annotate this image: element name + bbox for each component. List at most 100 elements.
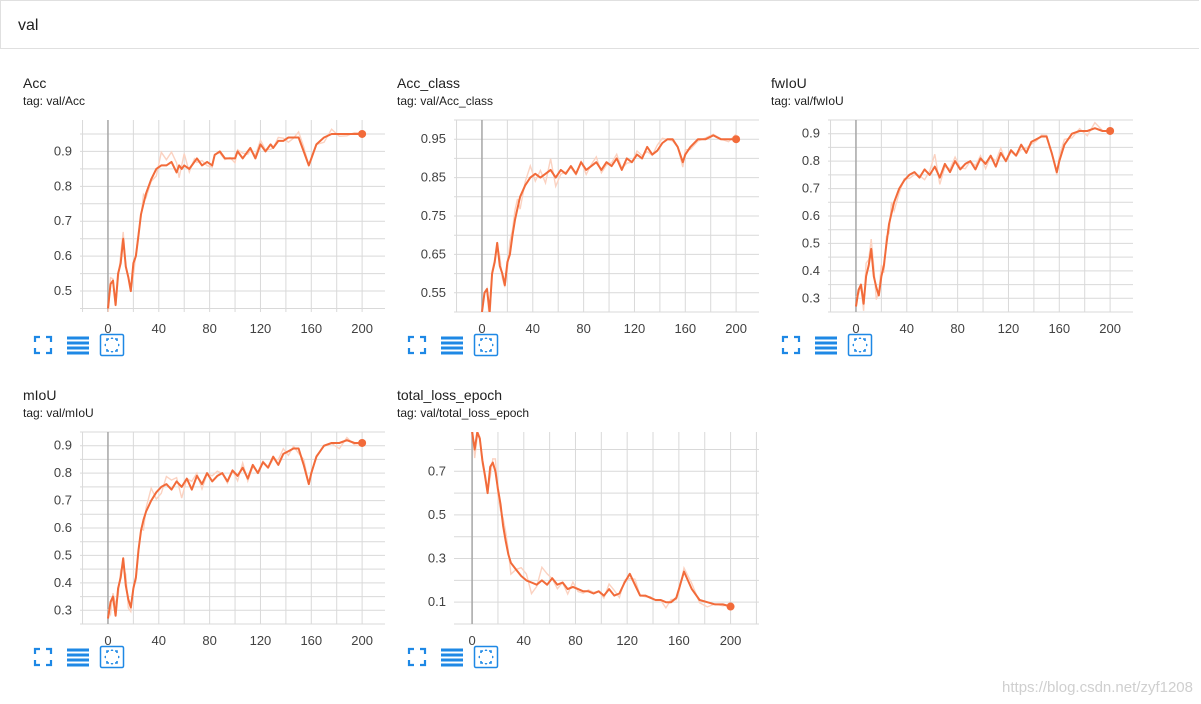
grid: [454, 432, 759, 625]
x-tick-label: 120: [998, 321, 1020, 336]
data-table-icon: [815, 336, 837, 355]
x-tick-label: 80: [576, 321, 590, 336]
fullscreen-button[interactable]: [31, 645, 57, 671]
y-tick-label: 0.4: [54, 575, 72, 590]
chart-card-miou: mIoU tag: val/mIoU 0.3 0.4 0.5 0.6 0.7 0.8 0.9…: [23, 387, 393, 687]
x-tick-label: 0: [468, 633, 475, 648]
chart-card-acc-class: Acc_class tag: val/Acc_class 0.55 0.65 0.7…: [397, 75, 767, 375]
fit-domain-button[interactable]: [99, 333, 125, 359]
x-tick-label: 120: [250, 633, 272, 648]
data-table-icon: [441, 336, 463, 355]
x-tick-label: 160: [668, 633, 690, 648]
section-header: val: [0, 0, 1199, 49]
series-line-raw: [472, 432, 731, 610]
card-tag: tag: val/Acc_class: [397, 94, 494, 108]
section-title: val: [18, 17, 39, 34]
x-tick-label: 120: [624, 321, 646, 336]
x-tick-label: 0: [104, 321, 111, 336]
fit-domain-button[interactable]: [99, 645, 125, 671]
y-tick-label: 0.85: [421, 170, 446, 185]
series-end-point[interactable]: [732, 135, 741, 144]
card-tag: tag: val/total_loss_epoch: [397, 406, 530, 420]
fullscreen-icon: [407, 335, 427, 355]
y-tick-label: 0.6: [54, 248, 72, 263]
y-tick-label: 0.95: [421, 131, 446, 146]
y-tick-label: 0.5: [54, 283, 72, 298]
x-tick-label: 160: [300, 321, 322, 336]
y-tick-label: 0.7: [802, 181, 820, 196]
y-tick-label: 0.6: [54, 520, 72, 535]
fullscreen-button[interactable]: [405, 645, 431, 671]
chart-card-fwiou: fwIoU tag: val/fwIoU 0.3 0.4 0.5 0.6 0.7 0.8 0…: [771, 75, 1141, 375]
y-tick-label: 0.8: [54, 178, 72, 193]
y-tick-label: 0.9: [802, 126, 820, 141]
x-tick-label: 120: [616, 633, 638, 648]
series-line: [107, 439, 363, 619]
chart-plot[interactable]: 0.55 0.65 0.75 0.85 0.95 0 40 80 120 160 200: [397, 105, 767, 345]
y-tick-label: 0.1: [428, 594, 446, 609]
x-tick-label: 200: [351, 633, 373, 648]
chart-card-acc: Acc tag: val/Acc 0.5 0.6 0.7 0.8 0.9 0 40 80 120…: [23, 75, 393, 375]
fullscreen-button[interactable]: [31, 333, 57, 359]
x-tick-label: 40: [900, 321, 914, 336]
data-table-button[interactable]: [439, 333, 465, 359]
chart-plot[interactable]: 0.3 0.4 0.5 0.6 0.7 0.8 0.9 0 40 80 120 160 200: [771, 105, 1141, 345]
fullscreen-icon: [781, 335, 801, 355]
series-end-point[interactable]: [358, 129, 367, 138]
x-tick-label: 200: [720, 633, 742, 648]
series-line: [481, 134, 737, 312]
data-table-button[interactable]: [439, 645, 465, 671]
fit-domain-icon: [847, 333, 873, 357]
fit-domain-icon: [473, 645, 499, 669]
x-tick-label: 40: [526, 321, 540, 336]
series-end-point[interactable]: [726, 602, 735, 611]
data-table-button[interactable]: [813, 333, 839, 359]
y-tick-label: 0.3: [802, 290, 820, 305]
x-tick-label: 200: [351, 321, 373, 336]
data-table-icon: [67, 648, 89, 667]
series-end-point[interactable]: [1106, 126, 1115, 135]
data-table-icon: [67, 336, 89, 355]
y-tick-label: 0.7: [54, 493, 72, 508]
grid: [80, 120, 385, 312]
x-tick-label: 40: [517, 633, 531, 648]
fullscreen-icon: [33, 647, 53, 667]
fit-domain-button[interactable]: [847, 333, 873, 359]
x-tick-label: 0: [104, 633, 111, 648]
data-table-button[interactable]: [65, 333, 91, 359]
x-tick-label: 120: [250, 321, 272, 336]
x-tick-label: 200: [1099, 321, 1121, 336]
card-title: Acc: [23, 75, 47, 91]
card-title: total_loss_epoch: [397, 387, 503, 403]
fullscreen-icon: [33, 335, 53, 355]
series-line: [107, 133, 363, 309]
x-tick-label: 40: [152, 321, 166, 336]
fullscreen-button[interactable]: [405, 333, 431, 359]
card-tag: tag: val/mIoU: [23, 406, 94, 420]
data-table-button[interactable]: [65, 645, 91, 671]
fit-domain-icon: [473, 333, 499, 357]
grid: [454, 119, 759, 313]
series-line: [855, 127, 1111, 307]
fullscreen-button[interactable]: [779, 333, 805, 359]
y-tick-label: 0.4: [802, 263, 820, 278]
y-tick-label: 0.7: [54, 213, 72, 228]
card-title: mIoU: [23, 387, 57, 403]
x-tick-label: 0: [478, 321, 485, 336]
fit-domain-button[interactable]: [473, 645, 499, 671]
fit-domain-icon: [99, 333, 125, 357]
fit-domain-icon: [99, 645, 125, 669]
chart-plot[interactable]: 0.5 0.6 0.7 0.8 0.9 0 40 80 120 160 200: [23, 105, 393, 345]
series-end-point[interactable]: [358, 438, 367, 447]
y-tick-label: 0.5: [802, 235, 820, 250]
chart-card-total-loss-epoch: total_loss_epoch tag: val/total_loss_epo…: [397, 387, 767, 687]
x-tick-label: 80: [950, 321, 964, 336]
chart-plot[interactable]: 0.1 0.3 0.5 0.7 0 40 80 120 160 200: [397, 417, 767, 657]
watermark: https://blog.csdn.net/zyf1208: [1002, 679, 1193, 696]
x-tick-label: 160: [1048, 321, 1070, 336]
y-tick-label: 0.3: [54, 602, 72, 617]
fit-domain-button[interactable]: [473, 333, 499, 359]
chart-plot[interactable]: 0.3 0.4 0.5 0.6 0.7 0.8 0.9 0 40 80 120 160 200: [23, 417, 393, 657]
y-tick-label: 0.7: [428, 463, 446, 478]
x-tick-label: 160: [300, 633, 322, 648]
